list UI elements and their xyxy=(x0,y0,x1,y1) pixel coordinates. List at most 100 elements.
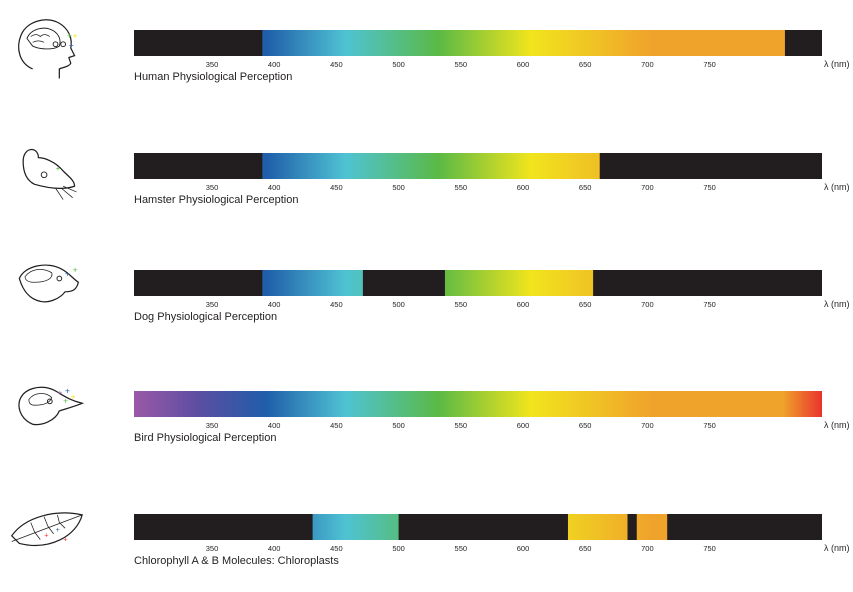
tick-label: 700 xyxy=(641,60,654,69)
visible-band xyxy=(312,514,399,540)
tick-label: 550 xyxy=(454,60,468,69)
tick-label: 350 xyxy=(205,421,219,430)
tick-label: 450 xyxy=(330,300,343,309)
spectrum-row: +350 400 450 500 550 600 650 700 750 λ (nm) Hamste… xyxy=(0,131,853,231)
tick-label: 600 xyxy=(516,60,530,69)
tick-label: 450 xyxy=(330,544,343,553)
tick-label: 550 xyxy=(454,544,468,553)
tick-label: 550 xyxy=(454,421,468,430)
tick-label: 500 xyxy=(392,60,405,69)
tick-label: 450 xyxy=(330,421,343,430)
visible-band xyxy=(444,270,594,296)
svg-text:+: + xyxy=(65,269,70,279)
tick-label: 550 xyxy=(454,183,468,192)
perception-label: Bird Physiological Perception xyxy=(134,432,277,444)
unit-label: λ (nm) xyxy=(824,299,850,309)
tick-label: 350 xyxy=(205,544,219,553)
wavelength-axis: 350 400 450 500 550 600 650 700 750 xyxy=(134,544,822,556)
spectrum-bar xyxy=(134,30,822,56)
svg-text:+: + xyxy=(56,525,61,534)
tick-label: 600 xyxy=(516,183,530,192)
unit-label: λ (nm) xyxy=(824,59,850,69)
visible-band xyxy=(262,153,600,179)
tick-label: 350 xyxy=(205,60,219,69)
tick-label: 400 xyxy=(267,544,281,553)
tick-label: 400 xyxy=(267,60,281,69)
spectrum-bar xyxy=(134,270,822,296)
tick-label: 750 xyxy=(703,421,716,430)
svg-text:+: + xyxy=(67,30,72,40)
unit-label: λ (nm) xyxy=(824,420,850,430)
tick-label: 700 xyxy=(641,183,654,192)
svg-text:+: + xyxy=(63,395,68,405)
tick-label: 350 xyxy=(205,183,219,192)
tick-label: 400 xyxy=(267,183,281,192)
wavelength-axis: 350 400 450 500 550 600 650 700 750 xyxy=(134,421,822,433)
wavelength-axis: 350 400 450 500 550 600 650 700 750 xyxy=(134,60,822,72)
svg-text:+: + xyxy=(65,386,70,396)
tick-label: 550 xyxy=(454,300,468,309)
invisible-band xyxy=(134,514,822,540)
spectrum-svg xyxy=(134,270,822,296)
tick-label: 500 xyxy=(392,421,405,430)
svg-text:+: + xyxy=(69,40,74,50)
svg-text:+: + xyxy=(71,391,76,401)
tick-label: 500 xyxy=(392,300,405,309)
tick-label: 500 xyxy=(392,544,405,553)
perception-label: Human Physiological Perception xyxy=(134,71,293,83)
dog-head-icon: + + xyxy=(6,248,86,328)
svg-text:+: + xyxy=(73,30,78,40)
tick-label: 750 xyxy=(703,60,716,69)
visible-band xyxy=(567,514,628,540)
tick-label: 400 xyxy=(267,421,281,430)
tick-label: 350 xyxy=(205,300,219,309)
spectrum-svg xyxy=(134,391,822,417)
svg-text:+: + xyxy=(56,163,61,173)
tick-label: 650 xyxy=(578,300,592,309)
spectrum-row: + + +350 400 450 500 550 600 650 700 750 λ (nm) Chlo… xyxy=(0,492,853,592)
tick-label: 650 xyxy=(578,183,592,192)
svg-text:+: + xyxy=(73,265,78,275)
hamster-head-icon: + xyxy=(6,131,86,211)
tick-label: 750 xyxy=(703,183,716,192)
unit-label: λ (nm) xyxy=(824,182,850,192)
tick-label: 600 xyxy=(516,421,530,430)
tick-label: 750 xyxy=(703,300,716,309)
spectrum-bar xyxy=(134,153,822,179)
spectrum-bar xyxy=(134,391,822,417)
visible-band xyxy=(636,514,668,540)
spectrum-svg xyxy=(134,514,822,540)
spectrum-bar xyxy=(134,514,822,540)
spectrum-svg xyxy=(134,30,822,56)
tick-label: 650 xyxy=(578,421,592,430)
svg-text:+: + xyxy=(57,388,62,398)
perception-label: Dog Physiological Perception xyxy=(134,311,278,323)
spectrum-row: + + +350 400 450 500 550 600 650 700 750 λ (nm) Huma… xyxy=(0,8,853,108)
tick-label: 450 xyxy=(330,60,343,69)
wavelength-axis: 350 400 450 500 550 600 650 700 750 xyxy=(134,183,822,195)
spectrum-row: + + + +350 400 450 500 550 600 650 700 750 λ (nm) Bir… xyxy=(0,369,853,469)
tick-label: 750 xyxy=(703,544,716,553)
spectrum-row: + +350 400 450 500 550 600 650 700 750 λ (nm) Dog P… xyxy=(0,248,853,348)
leaf-icon: + + + xyxy=(6,492,86,572)
tick-label: 650 xyxy=(578,60,592,69)
svg-text:+: + xyxy=(44,531,49,540)
tick-label: 600 xyxy=(516,300,530,309)
svg-text:+: + xyxy=(63,535,68,544)
tick-label: 700 xyxy=(641,421,654,430)
visible-band xyxy=(262,270,363,296)
visible-band xyxy=(262,30,785,56)
visible-band xyxy=(134,391,822,417)
human-head-icon: + + + xyxy=(6,8,86,88)
tick-label: 400 xyxy=(267,300,281,309)
tick-label: 650 xyxy=(578,544,592,553)
tick-label: 600 xyxy=(516,544,530,553)
tick-label: 450 xyxy=(330,183,343,192)
tick-label: 500 xyxy=(392,183,405,192)
perception-label: Hamster Physiological Perception xyxy=(134,194,299,206)
wavelength-axis: 350 400 450 500 550 600 650 700 750 xyxy=(134,300,822,312)
tick-label: 700 xyxy=(641,300,654,309)
spectrum-svg xyxy=(134,153,822,179)
tick-label: 700 xyxy=(641,544,654,553)
bird-head-icon: + + + + xyxy=(6,369,86,449)
